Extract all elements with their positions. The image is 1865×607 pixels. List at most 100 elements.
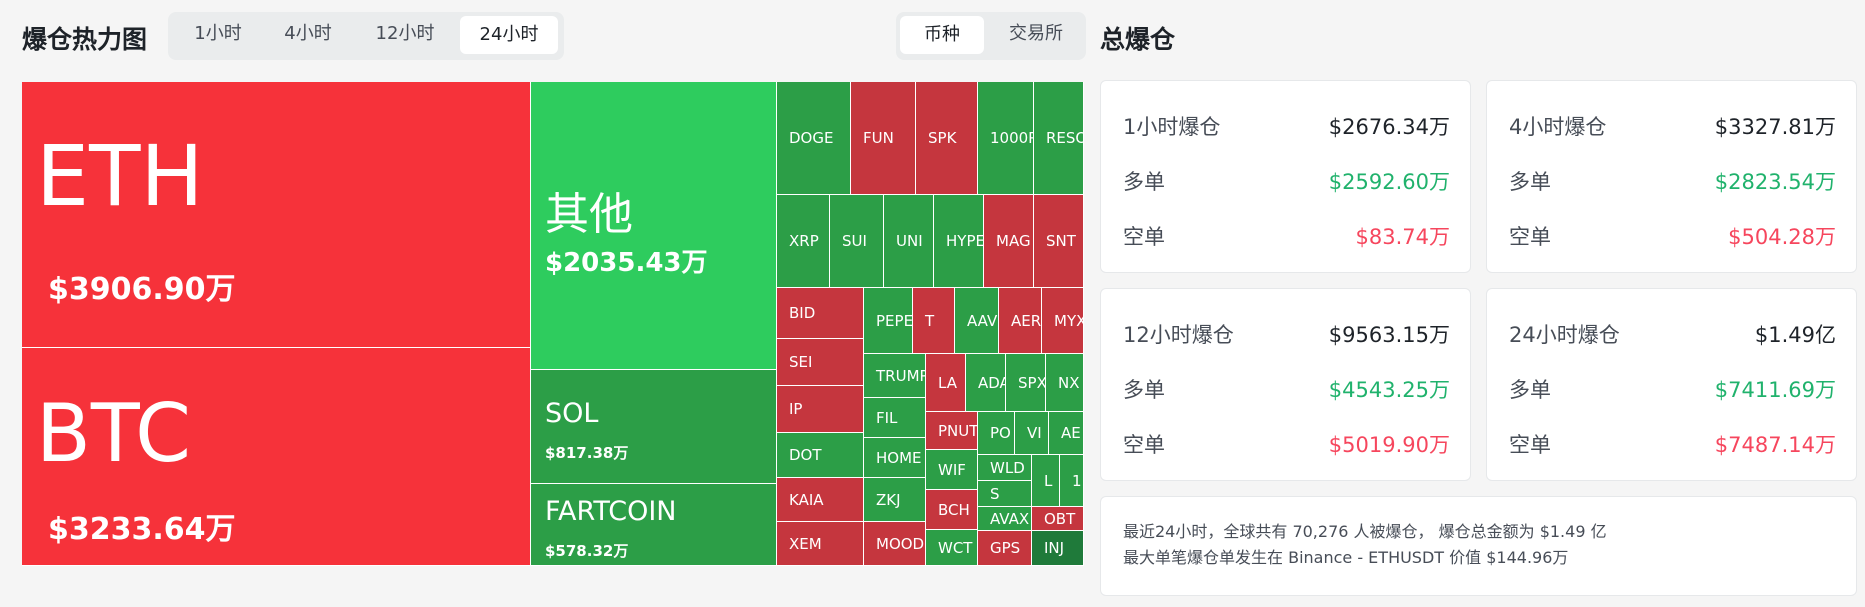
summary-note-line2: 最大单笔爆仓单发生在 Binance - ETHUSDT 价值 $144.96万 xyxy=(1123,548,1569,567)
treemap-cell-fartcoin[interactable]: FARTCOIN $578.32万 xyxy=(531,484,777,566)
treemap-cell-1000p[interactable]: 1000P xyxy=(978,82,1034,195)
treemap-cell-vi[interactable]: VI xyxy=(1015,412,1049,455)
treemap-symbol: AAV xyxy=(967,311,998,330)
short-value: $504.28万 xyxy=(1728,225,1836,249)
treemap-symbol: SPX xyxy=(1018,373,1046,392)
treemap-cell-ada[interactable]: ADA xyxy=(966,354,1006,412)
treemap-symbol: BCH xyxy=(938,500,970,519)
treemap-cell-home[interactable]: HOME xyxy=(864,438,926,478)
treemap-cell-nx[interactable]: NX xyxy=(1046,354,1084,412)
treemap-cell-hype[interactable]: HYPE xyxy=(934,195,984,288)
treemap-cell-s[interactable]: S xyxy=(978,481,1032,507)
tab-1h[interactable]: 1小时 xyxy=(194,23,242,44)
treemap-cell-reso[interactable]: RESO xyxy=(1034,82,1084,195)
treemap-cell-spx[interactable]: SPX xyxy=(1006,354,1046,412)
treemap-symbol: PNUT xyxy=(938,421,978,440)
treemap-cell-mag[interactable]: MAG xyxy=(984,195,1034,288)
treemap-symbol: GPS xyxy=(990,539,1021,557)
treemap-cell-zkj[interactable]: ZKJ xyxy=(864,478,926,522)
treemap-cell-btc[interactable]: BTC $3233.64万 xyxy=(22,348,531,566)
treemap-cell-xrp[interactable]: XRP xyxy=(777,195,830,288)
treemap-cell-pnut[interactable]: PNUT xyxy=(926,412,978,450)
treemap-symbol: INJ xyxy=(1044,539,1065,557)
treemap-cell-wld[interactable]: WLD xyxy=(978,455,1032,481)
treemap-symbol: DOGE xyxy=(789,129,834,147)
long-value: $2823.54万 xyxy=(1714,170,1836,194)
treemap-cell-snt[interactable]: SNT xyxy=(1034,195,1084,288)
summary-note-card: 最近24小时，全球共有 70,276 人被爆仓， 爆仓总金额为 $1.49 亿 … xyxy=(1100,496,1857,596)
treemap-amount: $2035.43万 xyxy=(545,248,708,278)
treemap-cell-dot[interactable]: DOT xyxy=(777,433,864,478)
long-label: 多单 xyxy=(1123,170,1165,194)
treemap-amount: $3233.64万 xyxy=(48,512,236,547)
long-value: $4543.25万 xyxy=(1328,378,1450,402)
treemap-amount: $817.38万 xyxy=(545,444,629,462)
treemap-cell-spk[interactable]: SPK xyxy=(916,82,978,195)
treemap-cell-fun[interactable]: FUN xyxy=(851,82,916,195)
treemap-symbol: NX xyxy=(1058,373,1080,392)
treemap-symbol: LA xyxy=(938,373,957,392)
treemap-symbol: KAIA xyxy=(789,490,824,509)
treemap-cell-myx[interactable]: MYX xyxy=(1042,288,1084,354)
treemap-cell-wct[interactable]: WCT xyxy=(926,530,978,566)
tab-coin[interactable]: 币种 xyxy=(900,16,984,54)
page-title: 爆仓热力图 xyxy=(22,25,148,54)
treemap-amount: $3906.90万 xyxy=(48,272,236,307)
tab-4h[interactable]: 4小时 xyxy=(284,23,332,44)
treemap-cell-mood[interactable]: MOOD xyxy=(864,522,926,566)
treemap-symbol: TRUMP xyxy=(876,366,926,385)
treemap-cell-sol[interactable]: SOL $817.38万 xyxy=(531,370,777,484)
treemap-cell-xem[interactable]: XEM xyxy=(777,522,864,566)
treemap-cell-doge[interactable]: DOGE xyxy=(777,82,851,195)
treemap-cell-trump[interactable]: TRUMP xyxy=(864,354,926,398)
short-value: $83.74万 xyxy=(1355,225,1450,249)
treemap-symbol: AER xyxy=(1011,311,1042,330)
treemap-cell-obt[interactable]: OBT xyxy=(1032,507,1084,531)
treemap-symbol: AE xyxy=(1061,424,1081,442)
treemap-symbol: UNI xyxy=(896,232,923,250)
treemap-cell-avax[interactable]: AVAX xyxy=(978,507,1032,531)
treemap-cell-bid[interactable]: BID xyxy=(777,288,864,339)
treemap-symbol: MOOD xyxy=(876,534,925,553)
treemap-cell-sui[interactable]: SUI xyxy=(830,195,884,288)
tab-12h[interactable]: 12小时 xyxy=(375,23,435,44)
treemap-cell-ae[interactable]: AE xyxy=(1049,412,1084,455)
treemap-cell-bch[interactable]: BCH xyxy=(926,490,978,530)
treemap-symbol: OBT xyxy=(1044,509,1076,528)
treemap-cell-pepe[interactable]: PEPE xyxy=(864,288,913,354)
long-label: 多单 xyxy=(1509,170,1551,194)
treemap-cell-fil[interactable]: FIL xyxy=(864,398,926,438)
treemap-symbol: MAG xyxy=(996,232,1031,250)
treemap-cell-ip[interactable]: IP xyxy=(777,386,864,433)
treemap-cell-po[interactable]: PO xyxy=(978,412,1015,455)
treemap-cell-t[interactable]: T xyxy=(913,288,955,354)
tab-exchange[interactable]: 交易所 xyxy=(1009,23,1063,44)
treemap-symbol: RESO xyxy=(1046,129,1084,147)
treemap-symbol: VI xyxy=(1027,424,1042,442)
long-value: $7411.69万 xyxy=(1714,378,1836,402)
treemap-cell-inj[interactable]: INJ xyxy=(1032,531,1084,566)
treemap-cell-la[interactable]: LA xyxy=(926,354,966,412)
treemap-symbol: FARTCOIN xyxy=(545,496,677,527)
tab-24h[interactable]: 24小时 xyxy=(460,16,558,54)
treemap-cell-uni[interactable]: UNI xyxy=(884,195,934,288)
treemap-cell-gps[interactable]: GPS xyxy=(978,531,1032,566)
treemap-cell-l[interactable]: L xyxy=(1032,455,1060,507)
treemap-symbol: PEPE xyxy=(876,311,913,330)
treemap-cell-others[interactable]: 其他 $2035.43万 xyxy=(531,82,777,370)
treemap-cell-1[interactable]: 1 xyxy=(1060,455,1084,507)
treemap-cell-aer[interactable]: AER xyxy=(999,288,1042,354)
treemap-symbol: FUN xyxy=(863,129,894,147)
treemap-cell-eth[interactable]: ETH $3906.90万 xyxy=(22,82,531,348)
treemap-cell-sei[interactable]: SEI xyxy=(777,339,864,386)
short-label: 空单 xyxy=(1123,433,1165,457)
treemap-symbol: ETH xyxy=(36,127,204,225)
treemap-symbol: WIF xyxy=(938,460,966,479)
treemap-cell-wif[interactable]: WIF xyxy=(926,450,978,490)
treemap-symbol: 其他 xyxy=(545,189,633,240)
group-mode-tabs: 币种 交易所 xyxy=(896,12,1086,60)
card-total: $3327.81万 xyxy=(1714,115,1836,139)
treemap-amount: $578.32万 xyxy=(545,542,629,560)
treemap-cell-aav[interactable]: AAV xyxy=(955,288,999,354)
treemap-cell-kaia[interactable]: KAIA xyxy=(777,478,864,522)
